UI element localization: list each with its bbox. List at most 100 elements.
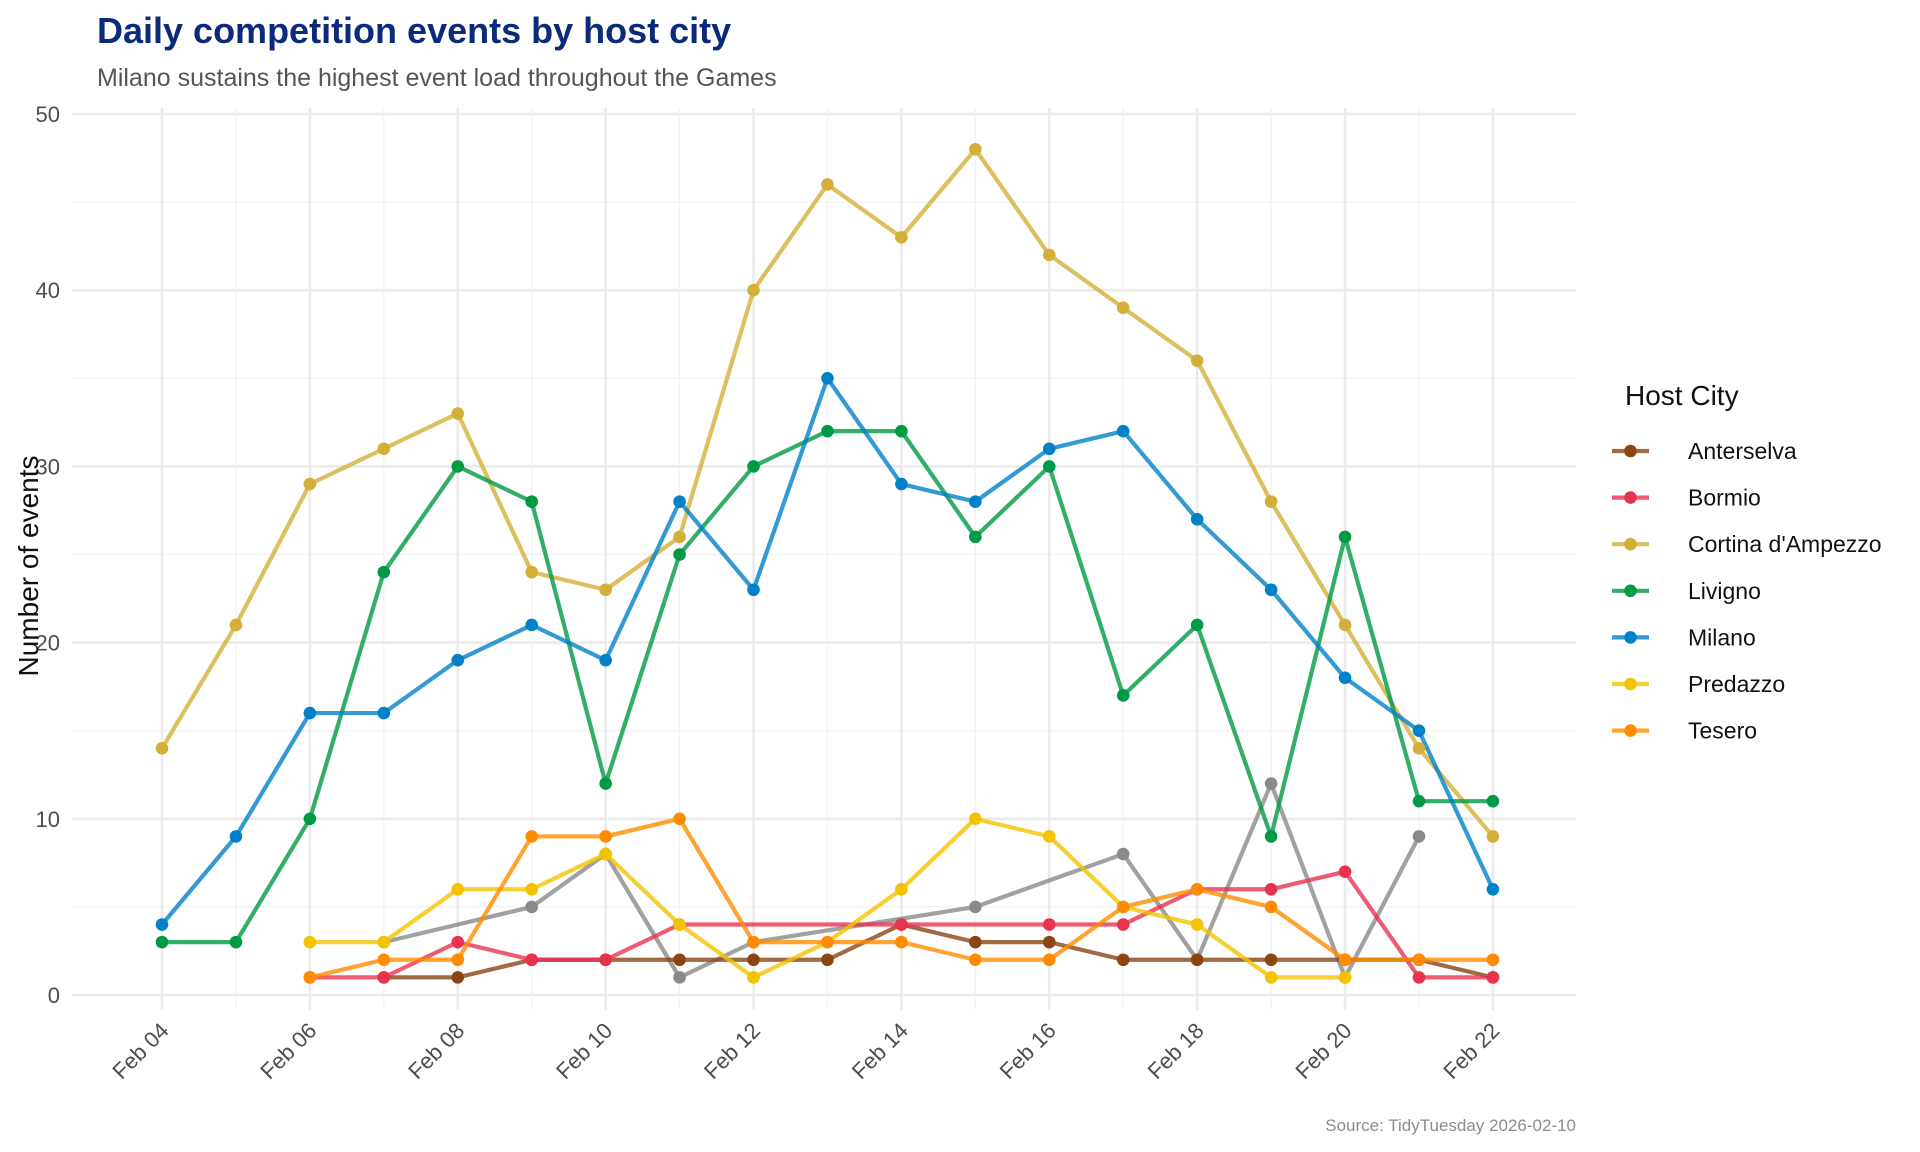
data-point-predazzo (1338, 971, 1352, 984)
data-point-milano (229, 830, 243, 843)
data-point-livigno (1264, 830, 1278, 843)
data-point-livigno (1042, 460, 1056, 473)
legend-key-point (1624, 584, 1637, 598)
data-point-tesero (969, 953, 982, 967)
data-point-milano (1264, 583, 1278, 597)
data-point-tesero (1412, 953, 1426, 967)
data-point-milano (525, 618, 538, 632)
series-points (155, 142, 1500, 984)
x-tick-label: Feb 22 (1438, 1018, 1504, 1084)
y-tick-label: 20 (36, 631, 60, 656)
data-point-anterselva (1264, 953, 1278, 967)
y-axis-ticks: 0 10 20 30 40 50 (36, 102, 60, 1008)
legend-key-point (1624, 537, 1637, 551)
legend: Host City Anterselva Bormio Cortina d'Ampe… (1612, 380, 1882, 744)
data-point-predazzo (599, 847, 612, 861)
y-axis-title: Number of events (13, 456, 44, 677)
data-point-tesero (1116, 900, 1130, 914)
x-tick-label: Feb 18 (1143, 1018, 1209, 1084)
data-point-cortina-d-ampezzo (969, 142, 982, 156)
data-point-livigno (229, 935, 243, 949)
data-point-anterselva (821, 953, 834, 967)
data-point-livigno (525, 495, 538, 508)
data-point-predazzo (377, 935, 391, 949)
data-point-cortina-d-ampezzo (303, 477, 317, 491)
data-point-cortina-d-ampezzo (451, 407, 465, 420)
data-point-cortina-d-ampezzo (377, 442, 391, 456)
legend-item-predazzo: Predazzo (1612, 671, 1785, 697)
data-point-livigno (377, 565, 391, 579)
data-point-anterselva (1116, 953, 1130, 967)
data-point-tesero (747, 935, 760, 949)
data-point-cortina-d-ampezzo (1338, 618, 1352, 632)
data-point-bormio (599, 953, 612, 967)
series-points-predazzo (303, 812, 1352, 984)
data-point-anterselva (969, 935, 982, 949)
data-point-predazzo (1042, 830, 1056, 843)
data-point-predazzo (969, 812, 982, 826)
legend-key-point (1624, 491, 1637, 504)
data-point-unlabeled-gray (1264, 777, 1278, 790)
legend-label: Bormio (1688, 485, 1761, 511)
data-point-milano (895, 477, 908, 491)
data-point-cortina-d-ampezzo (747, 283, 760, 297)
data-point-cortina-d-ampezzo (1042, 248, 1056, 262)
data-point-milano (451, 653, 465, 667)
data-point-bormio (1264, 882, 1278, 896)
data-point-cortina-d-ampezzo (525, 565, 538, 579)
data-point-cortina-d-ampezzo (1264, 495, 1278, 508)
data-point-livigno (1412, 794, 1426, 808)
x-tick-label: Feb 10 (551, 1018, 617, 1084)
data-point-milano (377, 706, 391, 720)
data-point-livigno (1116, 689, 1130, 702)
data-point-tesero (895, 935, 908, 949)
y-tick-label: 10 (36, 807, 60, 832)
legend-key-point (1624, 677, 1637, 691)
y-tick-label: 0 (48, 983, 60, 1008)
legend-key-point (1624, 724, 1637, 737)
data-point-anterselva (1190, 953, 1204, 967)
x-tick-label: Feb 16 (995, 1018, 1061, 1084)
y-tick-label: 30 (36, 454, 60, 479)
x-tick-label: Feb 08 (403, 1018, 469, 1084)
x-tick-label: Feb 20 (1290, 1018, 1356, 1084)
data-point-livigno (599, 777, 612, 790)
data-point-cortina-d-ampezzo (895, 231, 908, 244)
data-point-cortina-d-ampezzo (599, 583, 612, 597)
data-point-milano (1042, 442, 1056, 456)
x-tick-label: Feb 12 (699, 1018, 765, 1084)
data-point-milano (1190, 512, 1204, 526)
caption: Source: TidyTuesday 2026-02-10 (1325, 1116, 1576, 1135)
series-points-cortina-d-ampezzo (155, 142, 1500, 843)
data-point-livigno (895, 424, 908, 438)
data-point-anterselva (747, 953, 760, 967)
data-point-cortina-d-ampezzo (1486, 830, 1500, 843)
data-point-unlabeled-gray (525, 900, 538, 914)
data-point-livigno (821, 424, 834, 438)
grid (72, 108, 1576, 1010)
data-point-tesero (1190, 882, 1204, 896)
data-point-livigno (1338, 530, 1352, 544)
data-point-milano (1338, 671, 1352, 685)
data-point-livigno (969, 530, 982, 544)
data-point-livigno (155, 935, 169, 949)
data-point-milano (821, 372, 834, 385)
legend-label: Anterselva (1688, 438, 1797, 464)
data-point-anterselva (673, 953, 686, 967)
data-point-cortina-d-ampezzo (673, 530, 686, 544)
data-point-bormio (1486, 971, 1500, 984)
data-point-milano (1486, 882, 1500, 896)
data-point-bormio (895, 918, 908, 931)
data-point-bormio (377, 971, 391, 984)
data-point-milano (1116, 424, 1130, 438)
data-point-bormio (1042, 918, 1056, 931)
data-point-milano (303, 706, 317, 720)
data-point-tesero (1338, 953, 1352, 967)
y-tick-label: 50 (36, 102, 60, 127)
legend-label: Cortina d'Ampezzo (1688, 531, 1882, 557)
legend-title: Host City (1625, 380, 1739, 411)
data-point-bormio (1412, 971, 1426, 984)
data-point-cortina-d-ampezzo (229, 618, 243, 632)
data-point-cortina-d-ampezzo (1116, 301, 1130, 315)
